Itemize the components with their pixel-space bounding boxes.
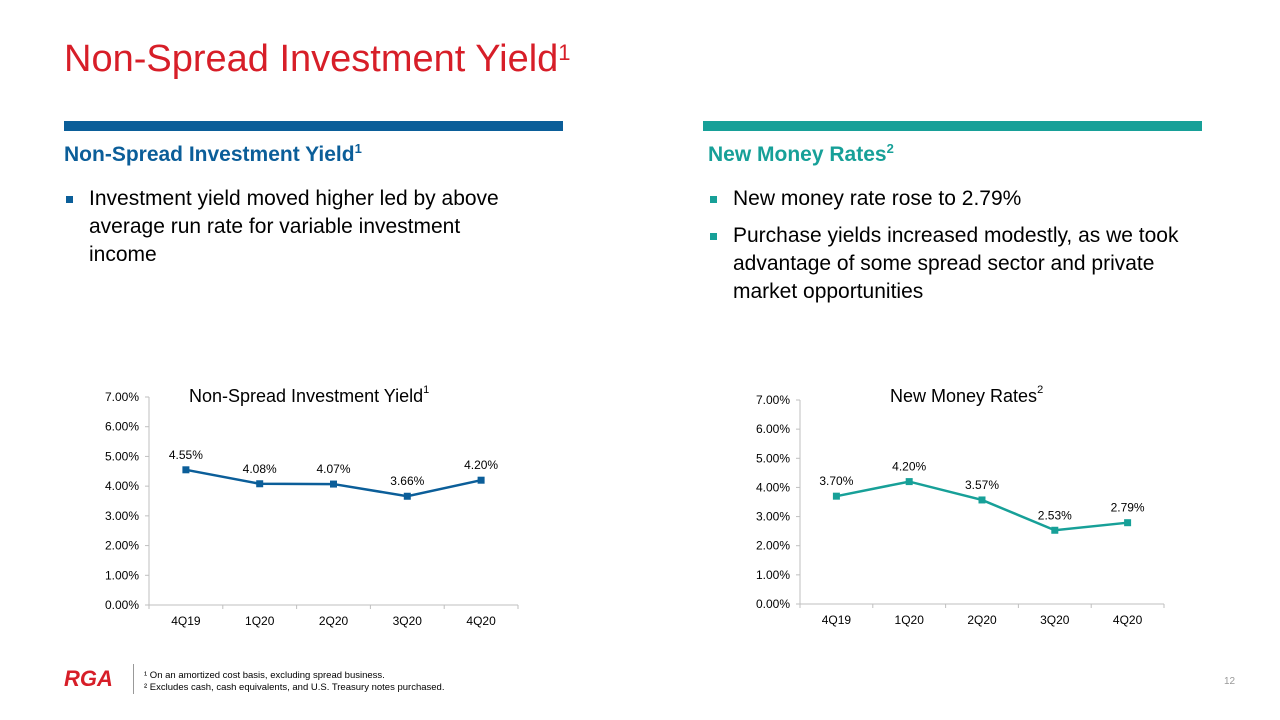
y-tick-label: 5.00% bbox=[756, 451, 790, 465]
data-point bbox=[832, 492, 840, 500]
data-point bbox=[330, 480, 337, 488]
footnote-1: ¹ On an amortized cost basis, excluding … bbox=[144, 670, 385, 681]
y-tick-label: 3.00% bbox=[105, 509, 139, 523]
slide-title: Non-Spread Investment Yield1 bbox=[64, 38, 571, 80]
left-section-bar bbox=[64, 121, 563, 131]
yield-chart: 0.00% 1.00% 2.00% 3.00% 4.00% 5.00% 6.00% 7.00%… bbox=[70, 378, 530, 638]
data-point bbox=[403, 492, 411, 500]
footnote-2: ² Excludes cash, cash equivalents, and U… bbox=[144, 682, 445, 693]
x-tick-label: 3Q20 bbox=[393, 614, 423, 628]
x-tick-label: 2Q20 bbox=[319, 614, 349, 628]
data-point bbox=[1051, 526, 1059, 534]
y-tick-label: 2.00% bbox=[105, 539, 139, 553]
y-tick-label: 4.00% bbox=[105, 479, 139, 493]
y-tick-label: 6.00% bbox=[756, 422, 790, 436]
x-tick-label: 1Q20 bbox=[245, 614, 275, 628]
data-label: 2.79% bbox=[1111, 501, 1145, 515]
y-tick-label: 3.00% bbox=[756, 510, 790, 524]
new-money-chart-title: New Money Rates2 bbox=[890, 384, 1044, 406]
footer-divider bbox=[133, 664, 134, 694]
right-bullet-list: New money rate rose to 2.79% Purchase yi… bbox=[708, 185, 1198, 315]
x-tick-label: 4Q19 bbox=[171, 614, 201, 628]
y-tick-label: 0.00% bbox=[105, 598, 139, 612]
data-label: 3.57% bbox=[965, 478, 999, 492]
bullet-item: New money rate rose to 2.79% bbox=[708, 185, 1198, 213]
yield-chart-svg: 0.00% 1.00% 2.00% 3.00% 4.00% 5.00% 6.00% 7.00%… bbox=[105, 390, 519, 628]
y-tick-label: 1.00% bbox=[105, 568, 139, 582]
y-tick-label: 7.00% bbox=[756, 393, 790, 407]
data-label: 2.53% bbox=[1038, 508, 1072, 522]
data-point bbox=[182, 466, 190, 474]
data-label: 4.20% bbox=[892, 460, 926, 474]
data-label: 4.08% bbox=[243, 462, 277, 476]
x-tick-label: 4Q20 bbox=[1113, 613, 1143, 627]
data-label: 3.66% bbox=[390, 474, 424, 488]
bullet-square-icon bbox=[66, 196, 73, 203]
y-tick-label: 6.00% bbox=[105, 420, 139, 434]
left-section-heading: Non-Spread Investment Yield1 bbox=[64, 141, 362, 166]
left-bullet-list: Investment yield moved higher led by abo… bbox=[64, 185, 514, 278]
right-section-heading: New Money Rates2 bbox=[708, 141, 894, 166]
y-tick-label: 1.00% bbox=[756, 568, 790, 582]
new-money-chart: 0.00% 1.00% 2.00% 3.00% 4.00% 5.00% 6.00% 7.00%… bbox=[723, 378, 1183, 638]
x-tick-label: 3Q20 bbox=[1040, 613, 1070, 627]
bullet-item: Purchase yields increased modestly, as w… bbox=[708, 222, 1198, 306]
data-point bbox=[256, 480, 264, 488]
x-tick-label: 1Q20 bbox=[895, 613, 925, 627]
bullet-item: Investment yield moved higher led by abo… bbox=[64, 185, 514, 269]
y-tick-label: 2.00% bbox=[756, 539, 790, 553]
rga-logo: RGA bbox=[64, 666, 113, 691]
data-point bbox=[978, 496, 986, 504]
x-tick-label: 2Q20 bbox=[967, 613, 997, 627]
data-label: 4.20% bbox=[464, 458, 498, 472]
data-point bbox=[1124, 519, 1132, 527]
right-section-bar bbox=[703, 121, 1202, 131]
page-number: 12 bbox=[1224, 676, 1236, 687]
y-tick-label: 5.00% bbox=[105, 449, 139, 463]
data-label: 4.07% bbox=[316, 462, 350, 476]
data-point bbox=[477, 476, 485, 484]
y-tick-label: 0.00% bbox=[756, 597, 790, 611]
data-label: 4.55% bbox=[169, 448, 203, 462]
yield-chart-title: Non-Spread Investment Yield1 bbox=[189, 384, 430, 406]
data-point bbox=[905, 478, 913, 486]
footnotes: ¹ On an amortized cost basis, excluding … bbox=[144, 670, 444, 694]
y-tick-label: 7.00% bbox=[105, 390, 139, 404]
new-money-chart-svg: 0.00% 1.00% 2.00% 3.00% 4.00% 5.00% 6.00% 7.00%… bbox=[756, 393, 1165, 627]
data-label: 3.70% bbox=[819, 474, 853, 488]
bullet-square-icon bbox=[710, 233, 717, 240]
x-tick-label: 4Q19 bbox=[822, 613, 852, 627]
bullet-square-icon bbox=[710, 196, 717, 203]
y-tick-label: 4.00% bbox=[756, 480, 790, 494]
x-tick-label: 4Q20 bbox=[466, 614, 496, 628]
